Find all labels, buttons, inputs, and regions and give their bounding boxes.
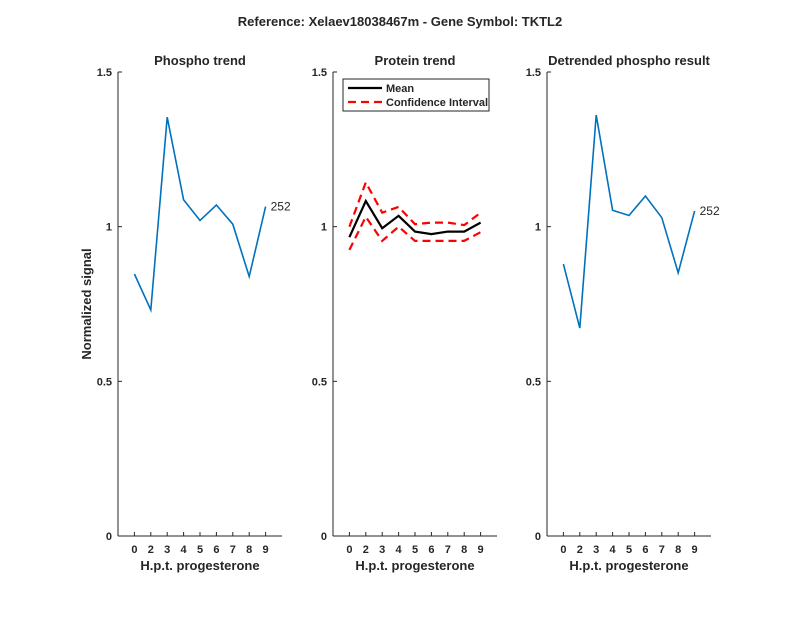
y-axis-label: Normalized signal: [79, 248, 94, 359]
x-tick-label: 6: [642, 544, 648, 556]
legend: Mean Confidence Interval: [343, 79, 489, 111]
x-tick-label: 5: [412, 544, 418, 556]
x-axis-label: H.p.t. progesterone: [355, 558, 474, 573]
x-tick-label: 9: [692, 544, 698, 556]
x-axis-label: H.p.t. progesterone: [140, 558, 259, 573]
x-tick-label: 4: [181, 544, 188, 556]
y-tick-label: 1.5: [312, 67, 327, 79]
figure-title: Reference: Xelaev18038467m - Gene Symbol…: [238, 14, 562, 29]
point-annotation: 252: [700, 204, 720, 218]
x-tick-label: 0: [131, 544, 137, 556]
x-tick-label: 9: [478, 544, 484, 556]
y-tick-label: 1: [321, 222, 327, 234]
x-tick-label: 4: [396, 544, 403, 556]
y-tick-label: 1.5: [97, 67, 112, 79]
x-tick-label: 0: [560, 544, 566, 556]
x-tick-label: 8: [675, 544, 681, 556]
y-tick-label: 1.5: [526, 67, 541, 79]
x-tick-label: 3: [593, 544, 599, 556]
y-tick-label: 1: [106, 222, 112, 234]
x-tick-label: 5: [197, 544, 203, 556]
y-tick-label: 0.5: [312, 376, 327, 388]
x-tick-label: 2: [577, 544, 583, 556]
x-tick-label: 2: [363, 544, 369, 556]
y-tick-label: 0.5: [97, 376, 112, 388]
subplot-title: Protein trend: [375, 53, 456, 68]
y-tick-label: 0: [535, 531, 541, 543]
series-line-1: [349, 201, 480, 237]
y-tick-label: 0.5: [526, 376, 541, 388]
subplot-title: Phospho trend: [154, 53, 246, 68]
subplot-title: Detrended phospho result: [548, 53, 710, 68]
x-tick-label: 3: [164, 544, 170, 556]
series-line-1: [134, 117, 265, 310]
x-tick-label: 8: [246, 544, 252, 556]
x-tick-label: 7: [659, 544, 665, 556]
x-tick-label: 6: [428, 544, 434, 556]
x-tick-label: 5: [626, 544, 632, 556]
y-tick-label: 0: [106, 531, 112, 543]
x-tick-label: 6: [213, 544, 219, 556]
legend-entry: Confidence Interval: [386, 97, 488, 109]
x-tick-label: 8: [461, 544, 467, 556]
series-line-3: [349, 217, 480, 250]
point-annotation: 252: [271, 200, 291, 214]
x-axis-label: H.p.t. progesterone: [569, 558, 688, 573]
y-tick-label: 1: [535, 222, 541, 234]
x-tick-label: 2: [148, 544, 154, 556]
series-line-1: [563, 115, 694, 328]
x-tick-label: 4: [610, 544, 617, 556]
x-tick-label: 0: [346, 544, 352, 556]
legend-entry: Mean: [386, 83, 414, 95]
y-tick-label: 0: [321, 531, 327, 543]
x-tick-label: 7: [445, 544, 451, 556]
x-tick-label: 9: [263, 544, 269, 556]
x-tick-label: 7: [230, 544, 236, 556]
x-tick-label: 3: [379, 544, 385, 556]
